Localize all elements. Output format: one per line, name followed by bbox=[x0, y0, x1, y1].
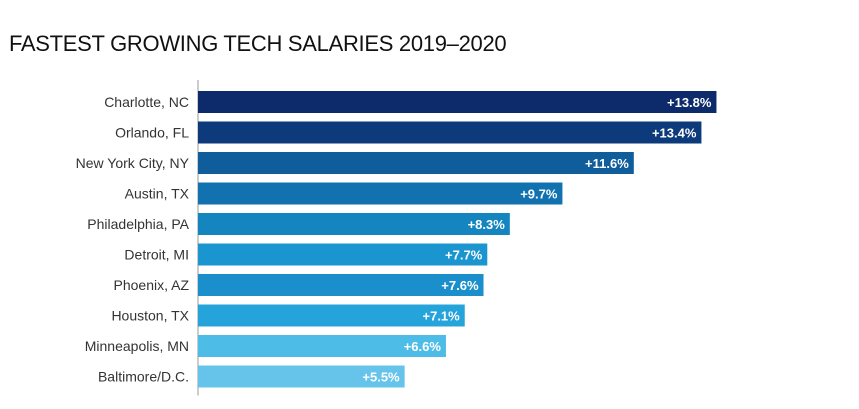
category-label: New York City, NY bbox=[76, 155, 190, 171]
bar bbox=[198, 121, 702, 144]
category-label: Orlando, FL bbox=[115, 125, 189, 141]
bar-value-label: +7.1% bbox=[423, 309, 461, 324]
bar bbox=[198, 213, 510, 235]
chart-title: FASTEST GROWING TECH SALARIES 2019–2020 bbox=[9, 31, 507, 56]
bar bbox=[198, 152, 634, 174]
bar bbox=[198, 243, 488, 266]
bar bbox=[198, 335, 446, 357]
category-label: Minneapolis, MN bbox=[85, 338, 189, 354]
bars-group: Charlotte, NC +13.8% Orlando, FL +13.4% New … bbox=[76, 91, 717, 388]
bar bbox=[198, 274, 484, 296]
category-label: Houston, TX bbox=[111, 308, 189, 324]
category-label: Philadelphia, PA bbox=[87, 216, 189, 232]
category-label: Baltimore/D.C. bbox=[98, 369, 189, 385]
category-label: Phoenix, AZ bbox=[114, 277, 190, 293]
bar-value-label: +11.6% bbox=[585, 156, 629, 171]
bar bbox=[198, 91, 717, 113]
bar bbox=[198, 365, 405, 388]
category-label: Charlotte, NC bbox=[104, 94, 189, 110]
bar-value-label: +13.4% bbox=[652, 126, 697, 141]
bar-value-label: +7.7% bbox=[445, 248, 483, 263]
bar-value-label: +13.8% bbox=[667, 95, 712, 110]
bar-value-label: +6.6% bbox=[404, 339, 442, 354]
bar-value-label: +9.7% bbox=[520, 187, 558, 202]
bar bbox=[198, 304, 465, 327]
bar bbox=[198, 182, 563, 205]
category-label: Detroit, MI bbox=[124, 247, 189, 263]
bar-value-label: +7.6% bbox=[441, 278, 479, 293]
bar-value-label: +8.3% bbox=[468, 217, 506, 232]
bar-value-label: +5.5% bbox=[362, 370, 400, 385]
category-label: Austin, TX bbox=[125, 186, 190, 202]
